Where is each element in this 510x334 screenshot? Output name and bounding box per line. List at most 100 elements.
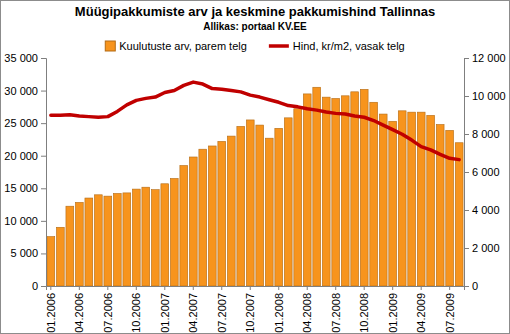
tick-label: 10 000 xyxy=(4,215,38,227)
tick-mark xyxy=(421,286,422,290)
tick-label: 01.2009 xyxy=(387,293,399,333)
tick-label: 04.2008 xyxy=(301,293,313,333)
line xyxy=(51,82,459,160)
bar xyxy=(389,121,397,286)
tick-label: 0 xyxy=(32,280,38,292)
bar xyxy=(246,120,254,286)
tick-label: 04.2007 xyxy=(187,293,199,333)
tick-label: 10.2008 xyxy=(358,293,370,333)
tick-label: 30 000 xyxy=(4,85,38,97)
tick-mark xyxy=(50,286,51,290)
chart-svg: Müügipakkumiste arv ja keskmine pakkumis… xyxy=(0,0,510,334)
y2-axis: 0 2 000 4 000 6 000 8 000 10 000 12 000 xyxy=(464,52,506,292)
bar xyxy=(151,190,159,286)
tick-label: 4 000 xyxy=(472,204,500,216)
tick-label: 6 000 xyxy=(472,166,500,178)
tick-label: 10.2007 xyxy=(244,293,256,333)
bar xyxy=(455,143,463,286)
tick: 0 xyxy=(464,280,478,292)
tick-label: 0 xyxy=(472,280,478,292)
legend-label: Hind, kr/m2, vasak telg xyxy=(293,40,405,52)
bar xyxy=(85,198,93,286)
bar xyxy=(427,115,435,286)
tick-mark xyxy=(41,58,46,59)
tick: 6 000 xyxy=(464,166,500,178)
bar xyxy=(123,193,131,286)
tick: 2 000 xyxy=(464,242,500,254)
tick-label: 07.2006 xyxy=(102,293,114,333)
bar xyxy=(284,118,292,286)
tick-label: 07.2007 xyxy=(216,293,228,333)
tick: 0 xyxy=(32,280,46,292)
tick: 10.2006 xyxy=(130,286,142,333)
axis-line xyxy=(41,59,47,287)
bar xyxy=(170,178,178,286)
bar xyxy=(208,146,216,286)
bar xyxy=(446,130,454,286)
y-axis: 0 5 000 10 000 15 000 20 000 25 000 30 000 35 0… xyxy=(4,52,46,292)
tick-mark xyxy=(464,58,469,59)
tick: 10 000 xyxy=(4,215,46,227)
bar xyxy=(237,126,245,286)
bar xyxy=(436,125,444,287)
bar xyxy=(47,237,55,286)
tick-label: 10 000 xyxy=(472,90,506,102)
legend-item: Hind, kr/m2, vasak telg xyxy=(269,40,405,52)
bar xyxy=(94,195,102,286)
tick: 20 000 xyxy=(4,150,46,162)
bar xyxy=(75,202,83,286)
tick-label: 5 000 xyxy=(10,247,38,259)
tick: 04.2008 xyxy=(301,286,313,333)
tick-mark xyxy=(392,286,393,290)
legend-swatch xyxy=(105,41,115,51)
tick: 12 000 xyxy=(464,52,506,64)
tick-mark xyxy=(449,286,450,290)
bar xyxy=(132,189,140,286)
tick: 04.2006 xyxy=(73,286,85,333)
marks xyxy=(47,82,463,286)
tick-mark xyxy=(41,91,46,92)
tick-mark xyxy=(335,286,336,290)
bar xyxy=(104,196,112,286)
tick: 07.2008 xyxy=(330,286,342,333)
tick-label: 04.2009 xyxy=(415,293,427,333)
tick-label: 01.2007 xyxy=(159,293,171,333)
tick-label: 07.2008 xyxy=(330,293,342,333)
bar xyxy=(113,193,121,286)
tick-label: 10.2006 xyxy=(130,293,142,333)
tick-mark xyxy=(464,248,469,249)
tick-mark xyxy=(79,286,80,290)
bar xyxy=(379,114,387,286)
bar xyxy=(275,128,283,286)
tick: 01.2006 xyxy=(45,286,57,333)
tick-label: 15 000 xyxy=(4,182,38,194)
bar xyxy=(218,141,226,286)
bar xyxy=(370,102,378,286)
bar xyxy=(294,109,302,286)
bar xyxy=(180,166,188,286)
bar xyxy=(313,87,321,286)
bar xyxy=(332,98,340,286)
legend: Kuulutuste arv, parem telg Hind, kr/m2, v… xyxy=(105,40,404,52)
tick: 25 000 xyxy=(4,117,46,129)
tick-mark xyxy=(464,134,469,135)
tick-mark xyxy=(41,286,46,287)
bar xyxy=(189,157,197,286)
bar xyxy=(351,92,359,286)
tick-label: 8 000 xyxy=(472,128,500,140)
tick: 07.2006 xyxy=(102,286,114,333)
legend-swatch xyxy=(269,44,289,48)
tick-label: 01.2008 xyxy=(273,293,285,333)
tick-label: 20 000 xyxy=(4,150,38,162)
tick: 35 000 xyxy=(4,52,46,64)
tick-mark xyxy=(221,286,222,290)
tick: 07.2007 xyxy=(216,286,228,333)
tick: 10.2008 xyxy=(358,286,370,333)
plot: 0 5 000 10 000 15 000 20 000 25 000 30 000 35 0… xyxy=(4,52,505,333)
bar xyxy=(265,138,273,286)
legend-item: Kuulutuste arv, parem telg xyxy=(105,40,247,52)
bar xyxy=(56,227,64,286)
tick: 04.2009 xyxy=(415,286,427,333)
tick: 01.2008 xyxy=(273,286,285,333)
tick: 4 000 xyxy=(464,204,500,216)
